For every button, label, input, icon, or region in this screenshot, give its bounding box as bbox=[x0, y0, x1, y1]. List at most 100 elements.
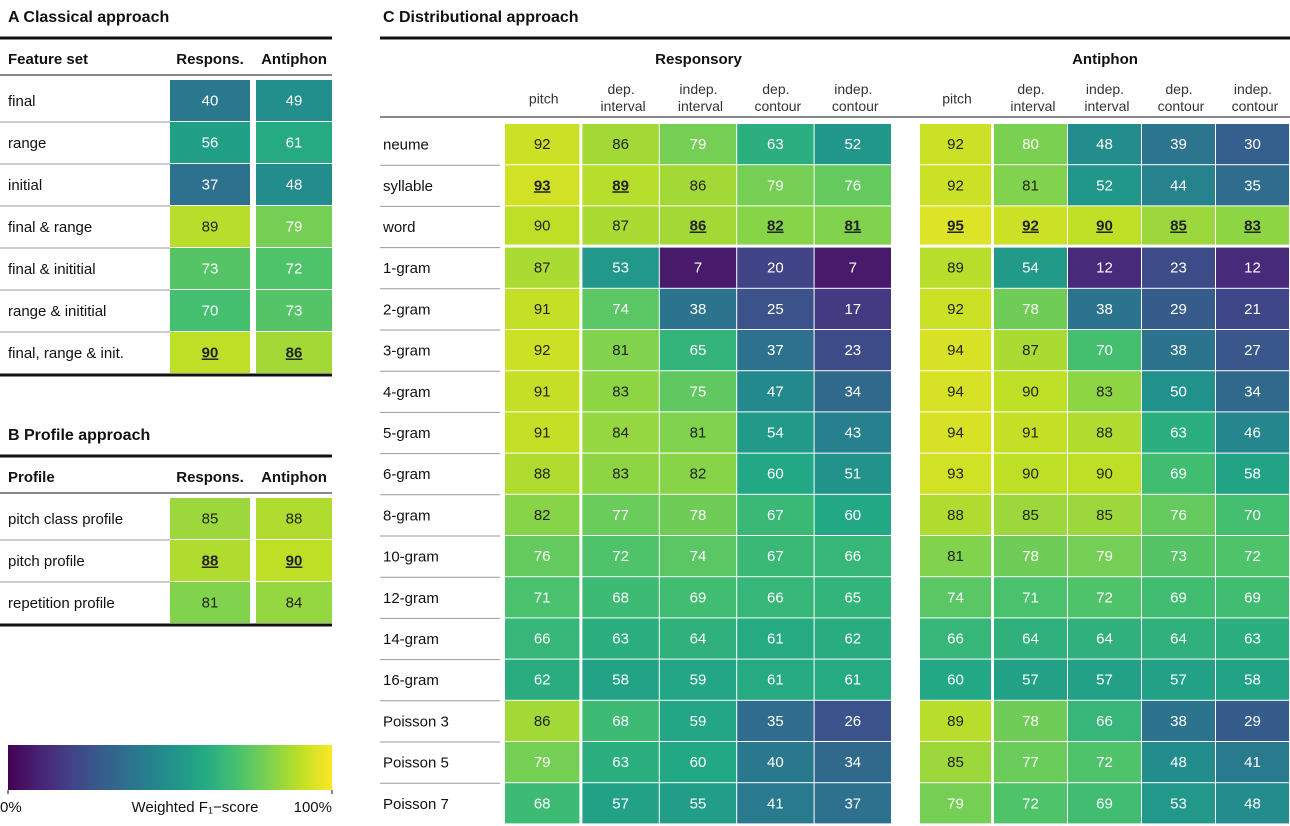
cell-value: 92 bbox=[534, 136, 551, 153]
heat-cell bbox=[920, 124, 991, 165]
cell-value: 21 bbox=[1244, 301, 1261, 318]
column-header: indep. interval bbox=[1080, 81, 1129, 114]
cell-value: 81 bbox=[202, 594, 219, 611]
cell-value: 64 bbox=[690, 630, 707, 647]
cell-value: 54 bbox=[1022, 260, 1039, 277]
heat-cell bbox=[814, 206, 891, 245]
heat-cell bbox=[994, 618, 1067, 659]
cell-value: 68 bbox=[612, 713, 629, 730]
column-header: dep. interval bbox=[597, 81, 646, 114]
heat-cell bbox=[814, 536, 891, 577]
heat-cell bbox=[1068, 247, 1141, 288]
row-label: final, range & init. bbox=[8, 345, 124, 362]
heat-cell bbox=[170, 332, 250, 373]
cell-value: 64 bbox=[1170, 630, 1187, 647]
row-label: final & range bbox=[8, 219, 92, 236]
heat-cell bbox=[256, 332, 332, 373]
heat-cell bbox=[1216, 536, 1289, 577]
heat-cell bbox=[814, 618, 891, 659]
cell-value: 89 bbox=[612, 177, 629, 194]
column-header: indep. contour bbox=[1228, 81, 1279, 114]
colorbar-label: Weighted F₁−score bbox=[132, 799, 259, 816]
row-label: 14-gram bbox=[383, 631, 439, 648]
row-label: range & inititial bbox=[8, 303, 106, 320]
heat-cell bbox=[814, 288, 891, 329]
row-label: 12-gram bbox=[383, 590, 439, 607]
heat-cell bbox=[582, 247, 659, 288]
heat-cell bbox=[814, 124, 891, 165]
heat-cell bbox=[582, 453, 659, 494]
cell-value: 91 bbox=[534, 424, 551, 441]
cell-value: 48 bbox=[1244, 795, 1261, 812]
heat-cell bbox=[814, 659, 891, 700]
cell-value: 81 bbox=[947, 548, 964, 565]
heat-cell bbox=[256, 498, 332, 539]
cell-value: 73 bbox=[286, 302, 303, 319]
row-label: range bbox=[8, 135, 46, 152]
heat-cell bbox=[505, 371, 580, 412]
cell-value: 77 bbox=[1022, 754, 1039, 771]
cell-value: 35 bbox=[767, 713, 784, 730]
heat-cell bbox=[920, 700, 991, 741]
cell-value: 37 bbox=[767, 342, 784, 359]
heat-cell bbox=[994, 453, 1067, 494]
heat-cell bbox=[505, 206, 580, 245]
cell-value: 88 bbox=[1096, 424, 1113, 441]
heat-cell bbox=[659, 165, 737, 206]
heat-cell bbox=[1142, 618, 1215, 659]
cell-value: 39 bbox=[1170, 136, 1187, 153]
heat-cell bbox=[582, 494, 659, 535]
heat-cell bbox=[659, 577, 737, 618]
cell-value: 88 bbox=[947, 507, 964, 524]
heat-cell bbox=[505, 124, 580, 165]
heat-cell bbox=[582, 659, 659, 700]
colorbar bbox=[8, 745, 332, 790]
cell-value: 90 bbox=[534, 217, 551, 234]
heat-cell bbox=[737, 453, 814, 494]
heat-cell bbox=[920, 742, 991, 783]
heat-cell bbox=[1068, 536, 1141, 577]
heat-cell bbox=[170, 582, 250, 623]
heat-cell bbox=[814, 453, 891, 494]
heat-cell bbox=[737, 247, 814, 288]
cell-value: 60 bbox=[947, 672, 964, 689]
cell-value: 91 bbox=[1022, 424, 1039, 441]
heat-cell bbox=[1142, 247, 1215, 288]
cell-value: 70 bbox=[1244, 507, 1261, 524]
heat-cell bbox=[920, 577, 991, 618]
cell-value: 48 bbox=[1170, 754, 1187, 771]
cell-value: 62 bbox=[844, 630, 861, 647]
heat-cell bbox=[582, 536, 659, 577]
heat-cell bbox=[1142, 700, 1215, 741]
heat-cell bbox=[170, 290, 250, 331]
cell-value: 85 bbox=[202, 510, 219, 527]
heat-cell bbox=[994, 783, 1067, 824]
heat-cell bbox=[505, 700, 580, 741]
cell-value: 35 bbox=[1244, 177, 1261, 194]
row-label: syllable bbox=[383, 178, 433, 195]
row-label: Poisson 5 bbox=[383, 755, 449, 772]
cell-value: 61 bbox=[767, 672, 784, 689]
cell-value: 60 bbox=[844, 507, 861, 524]
heat-cell bbox=[994, 206, 1067, 245]
cell-value: 71 bbox=[534, 589, 551, 606]
cell-value: 38 bbox=[1170, 342, 1187, 359]
cell-value: 79 bbox=[947, 795, 964, 812]
heat-cell bbox=[1216, 288, 1289, 329]
row-label: pitch class profile bbox=[8, 511, 123, 528]
heat-cell bbox=[737, 659, 814, 700]
heat-cell bbox=[994, 371, 1067, 412]
cell-value: 70 bbox=[202, 302, 219, 319]
heat-cell bbox=[1068, 288, 1141, 329]
cell-value: 52 bbox=[1096, 177, 1113, 194]
cell-value: 92 bbox=[947, 301, 964, 318]
cell-value: 62 bbox=[534, 672, 551, 689]
heat-cell bbox=[920, 536, 991, 577]
heat-cell bbox=[1068, 412, 1141, 453]
row-label: 4-gram bbox=[383, 384, 431, 401]
heat-cell bbox=[994, 494, 1067, 535]
cell-value: 43 bbox=[844, 424, 861, 441]
heat-cell bbox=[737, 288, 814, 329]
cell-value: 34 bbox=[1244, 383, 1261, 400]
heat-cell bbox=[659, 124, 737, 165]
